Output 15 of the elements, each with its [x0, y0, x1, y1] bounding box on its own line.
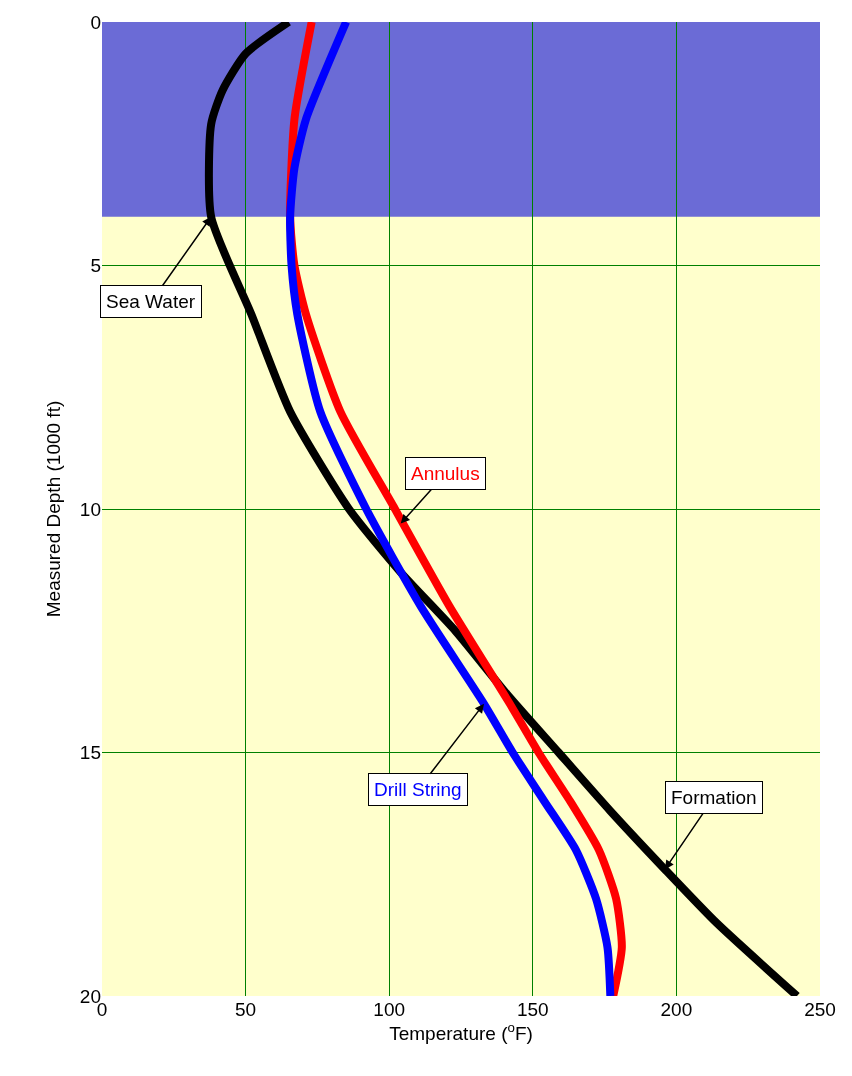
x-axis-title: Temperature ($^{o}$F)	[389, 1020, 533, 1044]
annotation: Sea Water	[106, 291, 196, 312]
annotation: Annulus	[411, 463, 480, 484]
x-tick-label: 200	[660, 999, 693, 1020]
annotation: Formation	[671, 787, 757, 808]
x-tick-label: 50	[235, 999, 257, 1020]
x-tick-label: 100	[373, 999, 406, 1020]
y-tick-label: 0	[90, 11, 101, 33]
x-tick-label: 150	[516, 999, 549, 1020]
x-tick-label: 250	[804, 999, 836, 1020]
annotation: Drill String	[374, 779, 462, 800]
y-tick-label: 5	[90, 255, 101, 277]
y-axis-title: Measured Depth (1000 ft)	[42, 400, 64, 618]
y-tick-label: 10	[79, 498, 101, 520]
y-tick-label: 15	[79, 742, 101, 764]
